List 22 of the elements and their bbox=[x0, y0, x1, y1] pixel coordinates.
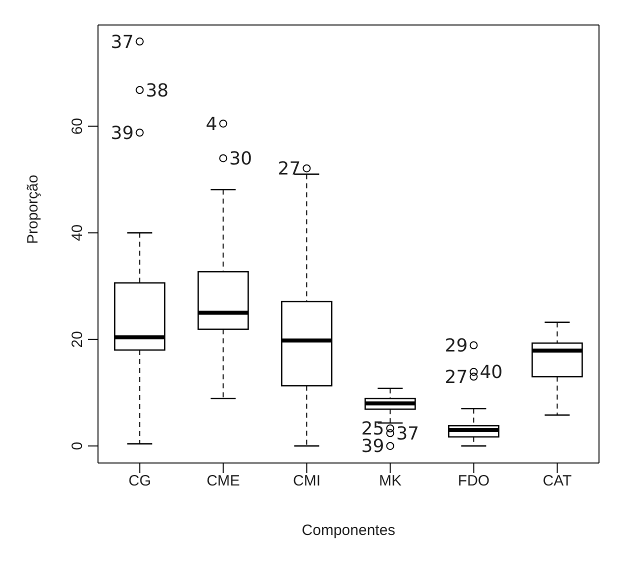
x-tick-label: MK bbox=[379, 472, 402, 490]
annotation: 40 bbox=[480, 362, 503, 384]
x-tick-label: CMI bbox=[293, 472, 320, 490]
annotation: 37 bbox=[110, 32, 134, 53]
x-tick-label: CAT bbox=[542, 472, 572, 490]
annotation: 38 bbox=[146, 80, 169, 102]
x-tick-label: FDO bbox=[458, 472, 490, 490]
annotation: 37 bbox=[396, 423, 420, 444]
x-axis-title: Componentes bbox=[302, 522, 396, 539]
x-tick-label: CG bbox=[128, 472, 151, 490]
annotation: 29 bbox=[444, 336, 468, 357]
y-axis-title: Proporção bbox=[24, 174, 42, 244]
y-tick-label: 60 bbox=[69, 118, 86, 135]
annotation: 30 bbox=[229, 148, 252, 170]
y-tick-label: 0 bbox=[69, 442, 86, 450]
annotation: 39 bbox=[110, 122, 134, 144]
y-tick-label: 40 bbox=[69, 224, 86, 242]
x-tick-label: CME bbox=[206, 472, 240, 490]
y-tick-label: 20 bbox=[69, 331, 86, 348]
annotation: 27 bbox=[278, 158, 301, 180]
annotation: 4 bbox=[206, 114, 218, 135]
annotation: 27 bbox=[444, 366, 468, 388]
